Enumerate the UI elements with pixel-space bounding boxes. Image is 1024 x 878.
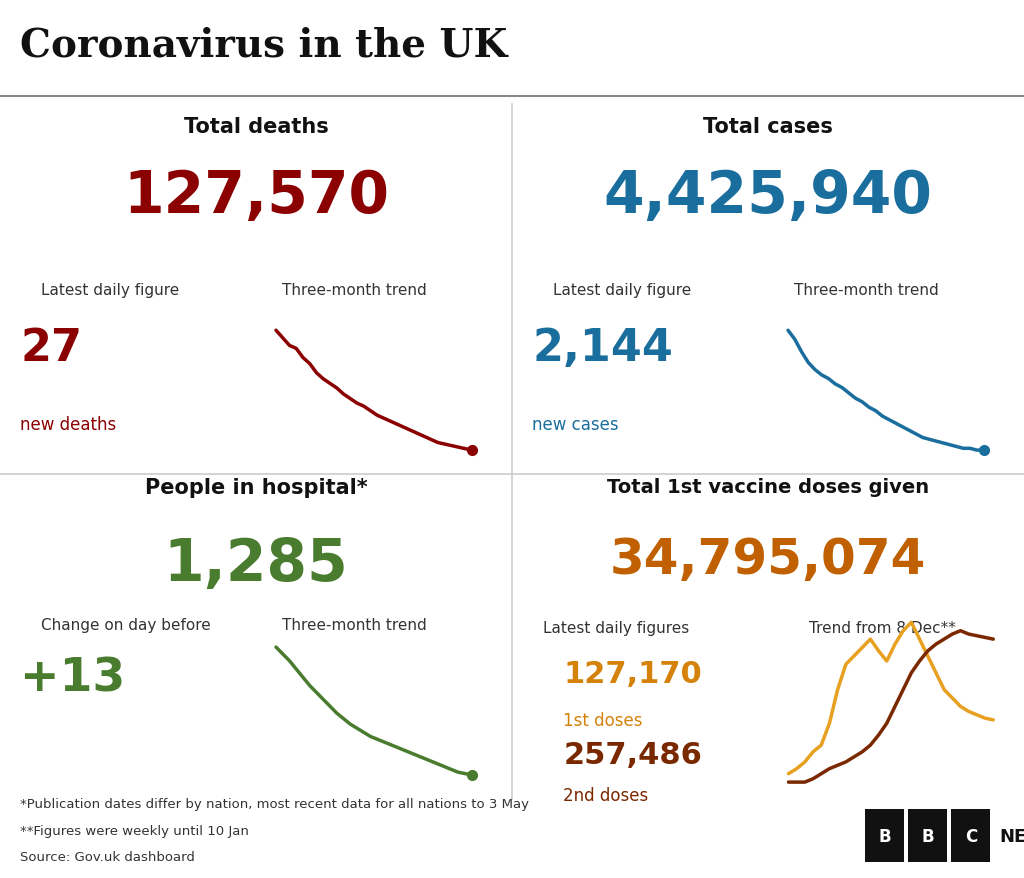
Text: Source: Gov.uk dashboard: Source: Gov.uk dashboard (20, 850, 196, 863)
Text: 257,486: 257,486 (563, 740, 702, 769)
Text: People in hospital*: People in hospital* (144, 478, 368, 497)
Text: Three-month trend: Three-month trend (794, 283, 938, 298)
Text: Total deaths: Total deaths (183, 117, 329, 136)
Text: 27: 27 (20, 327, 83, 370)
Text: Three-month trend: Three-month trend (282, 283, 426, 298)
Text: 2nd doses: 2nd doses (563, 786, 648, 804)
Text: B: B (922, 827, 934, 845)
Bar (908, 810, 947, 862)
Text: C: C (965, 827, 977, 845)
Bar (951, 810, 990, 862)
Text: 127,570: 127,570 (123, 168, 389, 225)
Text: Coronavirus in the UK: Coronavirus in the UK (20, 26, 508, 64)
Text: Total cases: Total cases (703, 117, 833, 136)
Text: 4,425,940: 4,425,940 (603, 168, 933, 225)
Bar (865, 810, 904, 862)
Text: Total 1st vaccine doses given: Total 1st vaccine doses given (607, 478, 929, 496)
Text: Latest daily figure: Latest daily figure (41, 283, 179, 298)
Text: new cases: new cases (532, 415, 620, 433)
Text: Change on day before: Change on day before (41, 617, 211, 632)
Text: +13: +13 (20, 656, 126, 701)
Text: 127,170: 127,170 (563, 659, 701, 688)
Text: *Publication dates differ by nation, most recent data for all nations to 3 May: *Publication dates differ by nation, mos… (20, 797, 529, 810)
Text: 34,795,074: 34,795,074 (610, 536, 926, 584)
Text: 1,285: 1,285 (164, 536, 348, 593)
Text: Latest daily figure: Latest daily figure (553, 283, 691, 298)
Text: Trend from 8 Dec**: Trend from 8 Dec** (809, 620, 955, 636)
Text: 2,144: 2,144 (532, 327, 674, 370)
Text: Latest daily figures: Latest daily figures (543, 620, 689, 636)
Text: NEWS: NEWS (999, 827, 1024, 845)
Text: **Figures were weekly until 10 Jan: **Figures were weekly until 10 Jan (20, 824, 250, 837)
Text: new deaths: new deaths (20, 415, 117, 433)
Text: Three-month trend: Three-month trend (282, 617, 426, 632)
Text: B: B (879, 827, 891, 845)
Text: 1st doses: 1st doses (563, 711, 643, 730)
